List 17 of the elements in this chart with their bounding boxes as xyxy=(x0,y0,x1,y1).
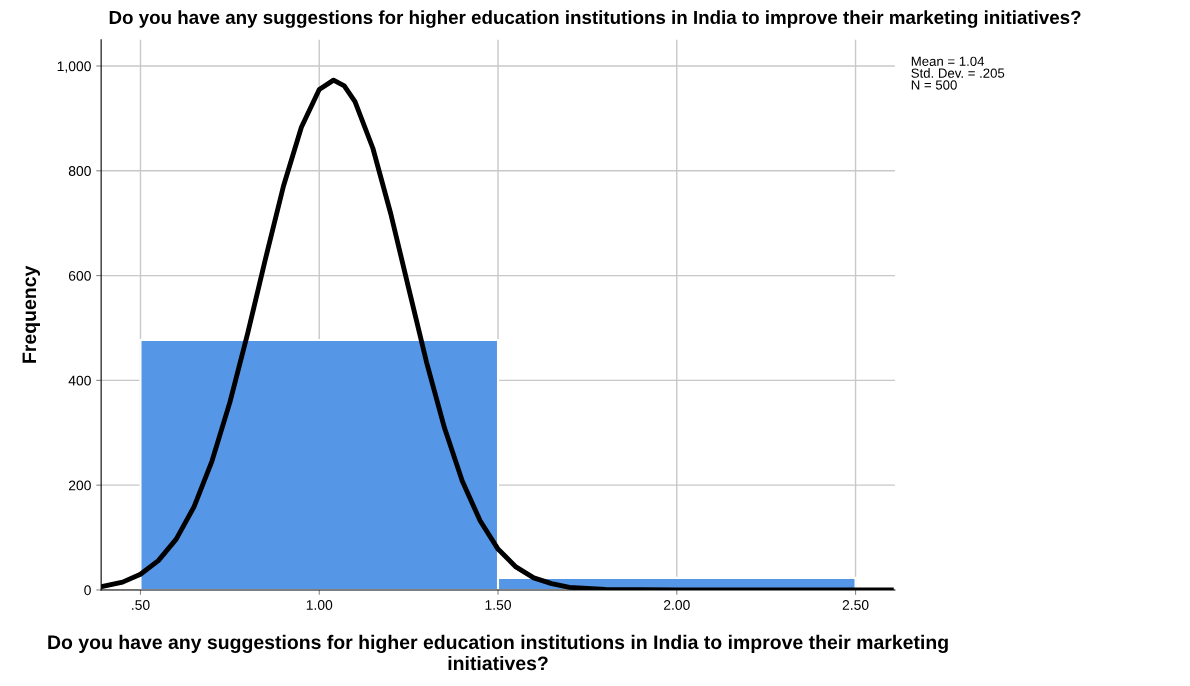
x-tick-label: 2.00 xyxy=(663,600,690,610)
x-axis-title: Do you have any suggestions for higher education institutions in India to improve their marketing initiatives? xyxy=(48,634,948,671)
x-tick-label: 2.50 xyxy=(842,600,869,610)
text: Std. Dev. = .205 xyxy=(911,68,1005,78)
y-tick-label: 0 xyxy=(84,585,91,596)
y-tick-label: 600 xyxy=(68,270,91,281)
chart-title: Do you have any suggestions for higher education institutions in India to improve their marketing initiatives? xyxy=(109,10,1081,28)
text: Mean = 1.04 xyxy=(911,56,985,66)
y-tick-label: 200 xyxy=(68,480,91,491)
x-tick-label: 1.00 xyxy=(306,600,333,610)
text: N = 500 xyxy=(911,80,957,90)
y-tick-label: 400 xyxy=(68,375,91,386)
y-tick-label: 1,000 xyxy=(57,61,91,73)
x-tick-label: 1.50 xyxy=(485,600,511,610)
y-axis-title: Frequency xyxy=(22,265,41,363)
y-tick-label: 800 xyxy=(68,166,91,176)
x-tick-label: .50 xyxy=(132,600,150,610)
